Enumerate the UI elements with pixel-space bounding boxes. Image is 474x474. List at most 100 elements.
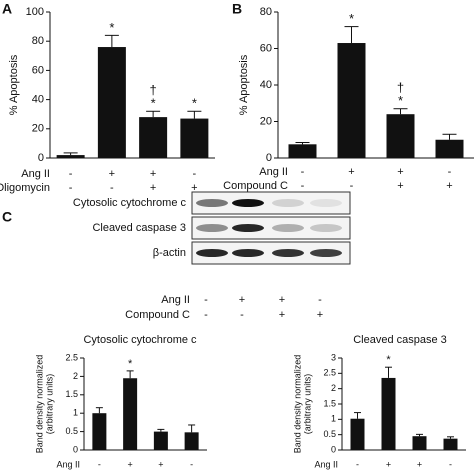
y-axis-label: % Apoptosis — [8, 54, 20, 115]
significance-marker: * — [109, 20, 114, 35]
y-axis-label: Band density normalized — [292, 355, 302, 454]
y-tick-label: 2.5 — [323, 368, 336, 378]
condition-sign: - — [69, 168, 73, 180]
y-axis-label: Band density normalized — [34, 355, 44, 454]
condition-sign: - — [356, 459, 359, 469]
y-tick-label: 0 — [73, 444, 78, 454]
blot-band — [196, 249, 228, 257]
bar — [97, 47, 126, 158]
chart-title: Cytosolic cytochrome c — [83, 334, 197, 346]
blot-row-label: Cytosolic cytochrome c — [73, 197, 187, 209]
condition-label: Ang II — [21, 168, 50, 180]
blot-band — [310, 249, 342, 257]
blot-band — [272, 249, 304, 257]
condition-sign: + — [417, 459, 422, 469]
bar — [386, 114, 415, 158]
condition-sign: - — [449, 459, 452, 469]
condition-sign: + — [446, 180, 452, 192]
significance-marker: * — [128, 358, 133, 370]
bar — [435, 139, 464, 158]
condition-sign: - — [301, 166, 305, 178]
chart-title: Cleaved caspase 3 — [353, 334, 447, 346]
blot-band — [310, 199, 342, 207]
condition-sign: + — [397, 166, 403, 178]
condition-sign: + — [279, 309, 285, 321]
significance-marker: † — [150, 83, 157, 98]
y-tick-label: 2.5 — [65, 352, 78, 362]
y-axis-label: (arbitrary units) — [44, 374, 54, 435]
condition-sign: + — [279, 294, 285, 306]
condition-label: Compound C — [125, 309, 190, 321]
y-tick-label: 60 — [32, 64, 44, 76]
y-tick-label: 0 — [38, 152, 44, 164]
y-tick-label: 0.5 — [65, 426, 78, 436]
y-tick-label: 20 — [32, 123, 44, 135]
y-tick-label: 1 — [331, 414, 336, 424]
condition-sign: + — [150, 168, 156, 180]
bar — [92, 413, 107, 450]
condition-sign: + — [317, 309, 323, 321]
blot-band — [272, 224, 304, 232]
condition-sign: + — [397, 180, 403, 192]
condition-sign: + — [150, 182, 156, 194]
bar — [153, 431, 168, 450]
blot-row-label: Cleaved caspase 3 — [92, 222, 186, 234]
y-tick-label: 0 — [266, 152, 272, 164]
condition-label: Ang II — [161, 294, 190, 306]
condition-label: Ang II — [314, 459, 338, 469]
condition-sign: - — [193, 168, 197, 180]
significance-marker: † — [397, 80, 404, 95]
bar — [337, 43, 366, 158]
y-tick-label: 80 — [260, 6, 272, 18]
condition-sign: - — [240, 309, 244, 321]
y-tick-label: 3 — [331, 352, 336, 362]
blot-band — [232, 199, 264, 207]
blot-band — [310, 224, 342, 232]
bar — [180, 118, 209, 158]
condition-sign: - — [190, 459, 193, 469]
condition-sign: + — [109, 168, 115, 180]
significance-marker: * — [398, 93, 403, 108]
condition-label: Oligomycin — [0, 182, 50, 194]
blot-band — [232, 224, 264, 232]
condition-sign: + — [239, 294, 245, 306]
y-tick-label: 20 — [260, 115, 272, 127]
significance-marker: * — [349, 11, 354, 26]
condition-sign: + — [386, 459, 391, 469]
bar — [412, 436, 427, 450]
y-tick-label: 80 — [32, 35, 44, 47]
blot-box — [191, 191, 351, 215]
condition-sign: - — [204, 294, 208, 306]
bar — [381, 377, 396, 450]
condition-sign: + — [348, 166, 354, 178]
bar — [123, 378, 138, 450]
y-axis-label: % Apoptosis — [238, 54, 250, 115]
y-axis-label: (arbitrary units) — [302, 374, 312, 435]
condition-sign: - — [318, 294, 322, 306]
condition-sign: + — [158, 459, 163, 469]
blot-row-label: β-actin — [153, 247, 186, 259]
bar — [350, 418, 365, 450]
blot-box — [191, 241, 351, 265]
significance-marker: * — [386, 354, 391, 366]
blot-box — [191, 216, 351, 240]
blot-band — [272, 199, 304, 207]
condition-label: Compound C — [223, 180, 288, 192]
bar — [184, 432, 199, 450]
bar — [139, 117, 168, 158]
y-tick-label: 1.5 — [323, 398, 336, 408]
significance-marker: * — [151, 96, 156, 111]
blot-band — [196, 199, 228, 207]
y-tick-label: 2 — [331, 383, 336, 393]
condition-sign: - — [448, 166, 452, 178]
significance-marker: * — [192, 96, 197, 111]
condition-sign: + — [127, 459, 132, 469]
condition-label: Ang II — [56, 459, 80, 469]
y-tick-label: 60 — [260, 42, 272, 54]
condition-sign: - — [98, 459, 101, 469]
condition-sign: - — [69, 182, 73, 194]
y-tick-label: 40 — [32, 94, 44, 106]
bar — [288, 144, 317, 158]
condition-label: Ang II — [259, 166, 288, 178]
